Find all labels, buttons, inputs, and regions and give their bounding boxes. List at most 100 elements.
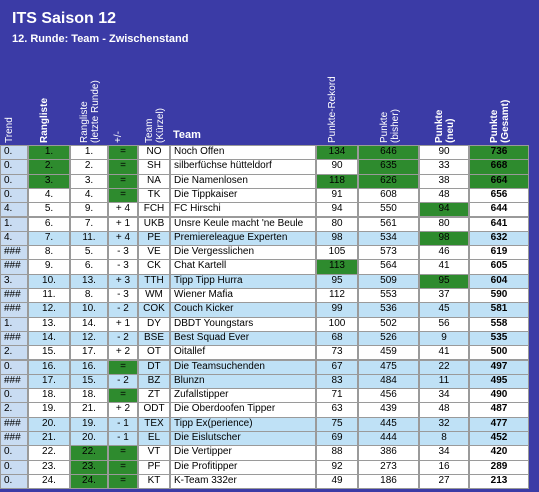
table-cell: Blunzn bbox=[170, 373, 316, 390]
table-cell: 22. bbox=[28, 445, 70, 461]
table-cell: 32 bbox=[419, 416, 469, 432]
column-header: Team bbox=[173, 129, 201, 141]
table-cell: 3. bbox=[0, 273, 28, 289]
table-cell: 15. bbox=[70, 373, 108, 390]
table-cell: EL bbox=[138, 431, 170, 447]
table-cell: 3. bbox=[70, 173, 108, 189]
table-cell: 553 bbox=[358, 288, 419, 304]
table-cell: ### bbox=[0, 431, 28, 447]
title: ITS Saison 12 bbox=[12, 10, 117, 27]
table-cell: 459 bbox=[358, 345, 419, 361]
table-cell: 48 bbox=[419, 187, 469, 204]
table-cell: 113 bbox=[316, 259, 358, 275]
table-cell: Zufallstipper bbox=[170, 388, 316, 404]
table-cell: 605 bbox=[469, 259, 529, 275]
table-cell: 33 bbox=[419, 159, 469, 175]
table-cell: Tipp Ex(perience) bbox=[170, 416, 316, 432]
table-cell: Couch Kicker bbox=[170, 302, 316, 318]
table-cell: 23. bbox=[70, 459, 108, 475]
table-cell: 641 bbox=[469, 216, 529, 232]
table-cell: 90 bbox=[316, 159, 358, 175]
table-cell: 45 bbox=[419, 302, 469, 318]
column-header: Punkte (neu) bbox=[434, 109, 456, 143]
table-cell: VT bbox=[138, 445, 170, 461]
table-cell: 0. bbox=[0, 473, 28, 490]
table-cell: 526 bbox=[358, 330, 419, 347]
table-cell: 573 bbox=[358, 245, 419, 261]
table-cell: ### bbox=[0, 330, 28, 347]
table-cell: Chat Kartell bbox=[170, 259, 316, 275]
table-cell: 2. bbox=[70, 159, 108, 175]
table-cell: 536 bbox=[358, 302, 419, 318]
table-cell: 11. bbox=[28, 288, 70, 304]
table-cell: Die Vergesslichen bbox=[170, 245, 316, 261]
table-cell: = bbox=[108, 388, 138, 404]
table-cell: CK bbox=[138, 259, 170, 275]
table-cell: 14. bbox=[70, 316, 108, 332]
table-cell: 20. bbox=[28, 416, 70, 432]
table-cell: + 4 bbox=[108, 202, 138, 218]
table-cell: 581 bbox=[469, 302, 529, 318]
column-header: Trend bbox=[4, 117, 15, 143]
column-header: Team (Kürzel) bbox=[144, 107, 166, 143]
table-cell: 112 bbox=[316, 288, 358, 304]
table-cell: 90 bbox=[419, 145, 469, 161]
table-cell: 9. bbox=[28, 259, 70, 275]
table-cell: ### bbox=[0, 302, 28, 318]
table-cell: 477 bbox=[469, 416, 529, 432]
table-cell: TK bbox=[138, 187, 170, 204]
table-cell: 619 bbox=[469, 245, 529, 261]
table-cell: 509 bbox=[358, 273, 419, 289]
table-cell: DT bbox=[138, 359, 170, 375]
table-cell: 475 bbox=[358, 359, 419, 375]
table-cell: - 2 bbox=[108, 302, 138, 318]
table-cell: OT bbox=[138, 345, 170, 361]
table-cell: 439 bbox=[358, 402, 419, 418]
table-cell: ZT bbox=[138, 388, 170, 404]
table-cell: Premiereleague Experten bbox=[170, 230, 316, 247]
table-cell: 49 bbox=[316, 473, 358, 490]
table-cell: UKB bbox=[138, 216, 170, 232]
table-cell: 4. bbox=[70, 187, 108, 204]
table-cell: 98 bbox=[316, 230, 358, 247]
table-cell: 8. bbox=[28, 245, 70, 261]
table-cell: 452 bbox=[469, 431, 529, 447]
table-cell: - 1 bbox=[108, 431, 138, 447]
table-cell: Die Namenlosen bbox=[170, 173, 316, 189]
table-cell: Unsre Keule macht 'ne Beule bbox=[170, 216, 316, 232]
table-cell: 91 bbox=[316, 187, 358, 204]
table-cell: 13. bbox=[70, 273, 108, 289]
table-cell: 99 bbox=[316, 302, 358, 318]
table-cell: Tipp Tipp Hurra bbox=[170, 273, 316, 289]
table-cell: 10. bbox=[70, 302, 108, 318]
table-cell: 94 bbox=[316, 202, 358, 218]
table-cell: 3. bbox=[28, 173, 70, 189]
subtitle: 12. Runde: Team - Zwischenstand bbox=[12, 33, 189, 45]
table-cell: 386 bbox=[358, 445, 419, 461]
table-cell: Die Oberdoofen Tipper bbox=[170, 402, 316, 418]
table-cell: Oitallef bbox=[170, 345, 316, 361]
table-cell: 134 bbox=[316, 145, 358, 161]
table-cell: 1. bbox=[28, 145, 70, 161]
table-cell: 500 bbox=[469, 345, 529, 361]
table-cell: + 3 bbox=[108, 273, 138, 289]
table-cell: 14. bbox=[28, 330, 70, 347]
table-cell: 590 bbox=[469, 288, 529, 304]
table-cell: 8 bbox=[419, 431, 469, 447]
table-cell: 80 bbox=[419, 216, 469, 232]
table-cell: 92 bbox=[316, 459, 358, 475]
table-cell: 9 bbox=[419, 330, 469, 347]
table-cell: 1. bbox=[70, 145, 108, 161]
table-cell: 4. bbox=[0, 230, 28, 247]
table-cell: 95 bbox=[316, 273, 358, 289]
table-cell: 7. bbox=[70, 216, 108, 232]
table-cell: 6. bbox=[70, 259, 108, 275]
table-cell: 420 bbox=[469, 445, 529, 461]
table-cell: COK bbox=[138, 302, 170, 318]
table-cell: = bbox=[108, 159, 138, 175]
table-cell: + 2 bbox=[108, 402, 138, 418]
table-cell: 1. bbox=[0, 316, 28, 332]
table-cell: 0. bbox=[0, 187, 28, 204]
table-cell: 550 bbox=[358, 202, 419, 218]
table-cell: ODT bbox=[138, 402, 170, 418]
